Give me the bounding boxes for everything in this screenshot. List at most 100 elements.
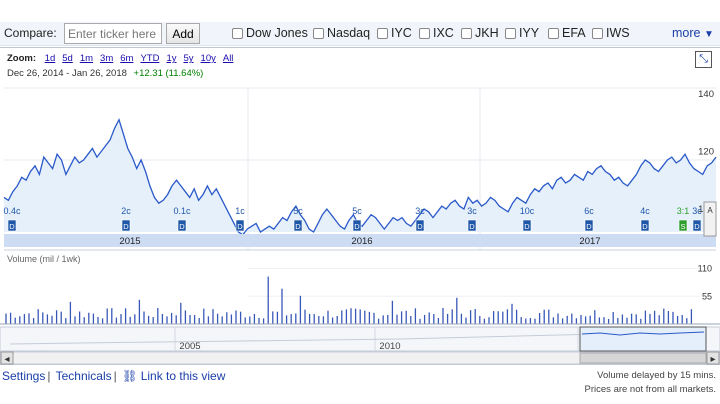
flag-glyph: D — [586, 222, 592, 231]
dividend-label: 2c — [121, 206, 131, 216]
volume-delay-note: Volume delayed by 15 mins. — [597, 370, 716, 381]
dividend-flag — [177, 219, 187, 232]
dividend-flag — [7, 219, 17, 232]
zoom-3m[interactable]: 3m — [100, 53, 114, 64]
dividend-label: 3c — [415, 206, 425, 216]
year-label: 2016 — [351, 236, 372, 247]
compare-label: JKH — [475, 26, 499, 40]
chevron-right-icon: ▸ — [710, 354, 715, 365]
compare-efa[interactable]: EFA — [548, 26, 586, 40]
flag-glyph: D — [469, 222, 475, 231]
compare-dow-jones[interactable]: Dow Jones — [232, 26, 308, 40]
dividend-label: 10c — [520, 206, 535, 216]
compare-iyc[interactable]: IYC — [377, 26, 412, 40]
checkbox[interactable] — [419, 27, 430, 39]
expand-icon[interactable]: ⤡ — [695, 51, 712, 68]
chevron-left-icon: ◂ — [4, 354, 9, 365]
scroll-left-button[interactable] — [0, 351, 14, 365]
footer-notes: Volume delayed by 15 mins. Prices are no… — [585, 369, 716, 397]
more-link[interactable]: more ▼ — [672, 26, 714, 40]
dividend-flag — [352, 219, 362, 232]
zoom-label: Zoom: — [7, 53, 37, 64]
dividend-label: 3c — [692, 206, 702, 216]
scrollbar-thumb[interactable] — [579, 352, 707, 364]
compare-label: IYC — [391, 26, 412, 40]
price-area — [4, 119, 716, 235]
flag-glyph: D — [354, 222, 360, 231]
settings-link[interactable]: Settings — [2, 369, 46, 383]
dividend-label: 6c — [584, 206, 594, 216]
overview-selected-line — [581, 331, 705, 336]
compare-label: Nasdaq — [327, 26, 371, 40]
compare-label: IXC — [433, 26, 454, 40]
date-range: Dec 26, 2014 - Jan 26, 2018 +12.31 (11.6… — [7, 68, 203, 79]
dividend-flag — [415, 219, 425, 232]
flag-glyph: S — [680, 222, 685, 231]
zoom-10y[interactable]: 10y — [200, 53, 216, 64]
split-label: 3:1 — [677, 206, 690, 216]
overview-selection — [579, 326, 707, 352]
volume-tick-label: 55 — [702, 291, 712, 301]
compare-iyy[interactable]: IYY — [505, 26, 539, 40]
flag-glyph: D — [179, 222, 185, 231]
zoom-all[interactable]: All — [222, 53, 234, 64]
overview-year-label: 2005 — [179, 341, 200, 352]
checkbox[interactable] — [232, 27, 243, 39]
dividend-flag — [640, 219, 650, 232]
more-label: more — [672, 26, 701, 40]
checkbox[interactable] — [548, 27, 559, 39]
year-label: 2015 — [119, 236, 140, 247]
link-to-view[interactable]: Link to this view — [140, 369, 226, 383]
zoom-5d[interactable]: 5d — [62, 53, 73, 64]
flag-glyph: D — [9, 222, 15, 231]
checkbox[interactable] — [313, 27, 324, 39]
zoom-row: Zoom: 1d 5d 1m 3m 6m YTD 1y 5y 10y All — [7, 53, 240, 64]
dividend-label: 1c — [235, 206, 245, 216]
compare-iws[interactable]: IWS — [592, 26, 630, 40]
technicals-link[interactable]: Technicals — [55, 369, 112, 383]
checkbox[interactable] — [592, 27, 603, 39]
checkbox[interactable] — [377, 27, 388, 39]
zoom-1d[interactable]: 1d — [44, 53, 56, 64]
overview-line — [9, 333, 601, 345]
compare-label: Dow Jones — [246, 26, 308, 40]
zoom-5y[interactable]: 5y — [183, 53, 194, 64]
dividend-label: 4c — [640, 206, 650, 216]
y-tick-label: 120 — [698, 146, 714, 157]
compare-label: EFA — [562, 26, 586, 40]
dividend-label: 3c — [467, 206, 477, 216]
dividend-label: 5c — [352, 206, 362, 216]
add-button[interactable]: Add — [166, 23, 200, 44]
flag-glyph: D — [237, 222, 243, 231]
flag-glyph: D — [642, 222, 648, 231]
compare-jkh[interactable]: JKH — [461, 26, 499, 40]
dividend-flag — [467, 219, 477, 232]
link-icon: ⛓ — [122, 369, 138, 383]
compare-nasdaq[interactable]: Nasdaq — [313, 26, 370, 40]
dividend-flag — [692, 219, 702, 232]
zoom-ytd[interactable]: YTD — [140, 53, 160, 64]
compare-bar: Compare: Add Dow Jones Nasdaq IYC IXC JKH IYY… — [0, 22, 720, 46]
compare-label: IWS — [606, 26, 630, 40]
zoom-6m[interactable]: 6m — [120, 53, 134, 64]
compare-label: IYY — [519, 26, 540, 40]
footer-links: Settings | Technicals | ⛓ Link to this vie… — [2, 369, 226, 383]
zoom-1m[interactable]: 1m — [79, 53, 94, 64]
scroll-right-button[interactable] — [706, 351, 720, 365]
ticker-input[interactable] — [64, 23, 162, 44]
flag-glyph: D — [123, 222, 129, 231]
y-tick-label: 140 — [698, 89, 714, 100]
checkbox[interactable] — [461, 27, 472, 39]
date-range-text: Dec 26, 2014 - Jan 26, 2018 — [7, 68, 127, 79]
checkbox[interactable] — [505, 27, 516, 39]
dividend-flag — [584, 219, 594, 232]
year-band — [4, 234, 716, 247]
chevron-down-icon: ▼ — [703, 29, 714, 40]
compare-ixc[interactable]: IXC — [419, 26, 454, 40]
zoom-1y[interactable]: 1y — [166, 53, 177, 64]
split-flag — [678, 219, 688, 232]
volume-tick-label: 110 — [698, 264, 712, 274]
price-change: +12.31 (11.64%) — [133, 68, 204, 79]
flag-glyph: D — [295, 222, 301, 231]
